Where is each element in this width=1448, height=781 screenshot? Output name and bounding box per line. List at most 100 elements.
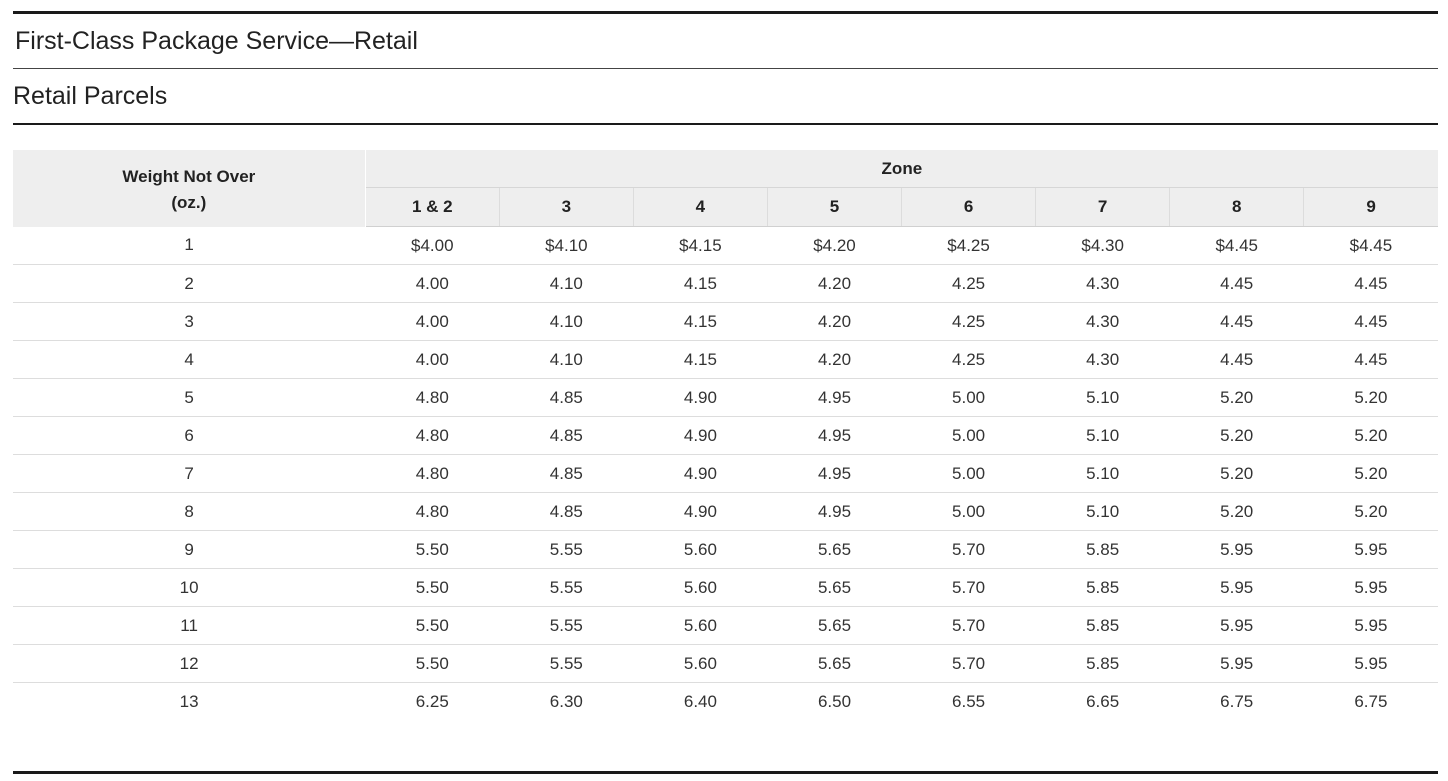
zone-header-cell: 1 & 2 bbox=[364, 187, 500, 227]
price-cell: 4.90 bbox=[633, 454, 768, 493]
weight-cell: 2 bbox=[13, 264, 366, 303]
zone-header-cell: 9 bbox=[1303, 187, 1438, 227]
price-cell: 5.85 bbox=[1035, 568, 1170, 607]
price-cell: 5.95 bbox=[1169, 530, 1304, 569]
weight-column-header: Weight Not Over (oz.) bbox=[13, 150, 366, 227]
price-cell: $4.25 bbox=[901, 226, 1036, 265]
table-row: 12 5.50 5.55 5.60 5.65 5.70 5.85 5.95 5.95 bbox=[13, 644, 1438, 683]
weight-cell: 4 bbox=[13, 340, 366, 379]
price-cell: 5.95 bbox=[1169, 606, 1304, 645]
price-cell: $4.15 bbox=[633, 226, 768, 265]
rate-table-body: 1 $4.00 $4.10 $4.15 $4.20 $4.25 $4.30 $4.45 $4.4… bbox=[13, 226, 1438, 721]
title-divider bbox=[13, 68, 1438, 69]
price-cell: 5.20 bbox=[1303, 416, 1438, 455]
price-cell: 4.00 bbox=[365, 340, 500, 379]
price-cell: 4.85 bbox=[499, 454, 634, 493]
table-row: 4 4.00 4.10 4.15 4.20 4.25 4.30 4.45 4.45 bbox=[13, 340, 1438, 379]
price-cell: 5.60 bbox=[633, 530, 768, 569]
price-cell: 5.55 bbox=[499, 644, 634, 683]
price-cell: 5.60 bbox=[633, 568, 768, 607]
price-cell: 5.60 bbox=[633, 644, 768, 683]
price-cell: 4.95 bbox=[767, 492, 902, 531]
price-cell: $4.00 bbox=[365, 226, 500, 265]
table-row: 6 4.80 4.85 4.90 4.95 5.00 5.10 5.20 5.20 bbox=[13, 416, 1438, 455]
table-row: 11 5.50 5.55 5.60 5.65 5.70 5.85 5.95 5.95 bbox=[13, 606, 1438, 645]
price-cell: 6.30 bbox=[549, 691, 583, 711]
price-cell: 5.70 bbox=[901, 606, 1036, 645]
weight-cell: 6 bbox=[13, 416, 366, 455]
price-cell: 5.00 bbox=[901, 416, 1036, 455]
price-cell: 6.65 bbox=[1086, 691, 1120, 711]
price-cell: 4.30 bbox=[1035, 340, 1170, 379]
price-cell: 4.20 bbox=[767, 340, 902, 379]
price-cell: 4.10 bbox=[499, 264, 634, 303]
price-cell: 4.45 bbox=[1169, 302, 1304, 341]
price-cell: 4.85 bbox=[499, 492, 634, 531]
price-cell: 5.50 bbox=[365, 606, 500, 645]
weight-cell: 3 bbox=[13, 302, 366, 341]
price-cell: 5.95 bbox=[1169, 644, 1304, 683]
price-cell: 5.70 bbox=[901, 644, 1036, 683]
price-cell: 4.20 bbox=[767, 264, 902, 303]
table-row: 7 4.80 4.85 4.90 4.95 5.00 5.10 5.20 5.20 bbox=[13, 454, 1438, 493]
weight-cell: 7 bbox=[13, 454, 366, 493]
weight-cell: 13 bbox=[179, 691, 199, 711]
weight-cell: 5 bbox=[13, 378, 366, 417]
subtitle-divider bbox=[13, 123, 1438, 125]
price-cell: 4.30 bbox=[1035, 302, 1170, 341]
price-cell: 5.70 bbox=[901, 530, 1036, 569]
price-cell: 5.95 bbox=[1303, 568, 1438, 607]
price-cell: 5.60 bbox=[633, 606, 768, 645]
price-cell: 4.90 bbox=[633, 416, 768, 455]
price-cell: 6.75 bbox=[1354, 691, 1388, 711]
price-cell: 5.95 bbox=[1303, 606, 1438, 645]
top-rule bbox=[13, 11, 1438, 14]
price-cell: 4.15 bbox=[633, 340, 768, 379]
price-cell: 5.20 bbox=[1169, 416, 1304, 455]
price-cell: 4.90 bbox=[633, 378, 768, 417]
price-cell: 5.20 bbox=[1303, 378, 1438, 417]
price-cell: 5.55 bbox=[499, 530, 634, 569]
price-cell: 4.45 bbox=[1303, 264, 1438, 303]
price-cell: 4.45 bbox=[1303, 340, 1438, 379]
price-cell: 4.00 bbox=[365, 302, 500, 341]
weight-header-line2: (oz.) bbox=[171, 193, 207, 213]
table-row: 10 5.50 5.55 5.60 5.65 5.70 5.85 5.95 5.95 bbox=[13, 568, 1438, 607]
price-cell: $4.45 bbox=[1303, 226, 1438, 265]
weight-cell: 10 bbox=[13, 568, 366, 607]
table-row: 2 4.00 4.10 4.15 4.20 4.25 4.30 4.45 4.45 bbox=[13, 264, 1438, 303]
price-cell: 4.95 bbox=[767, 454, 902, 493]
zone-header-cell: 6 bbox=[901, 187, 1036, 227]
price-cell: 5.95 bbox=[1303, 644, 1438, 683]
price-cell: 5.95 bbox=[1303, 530, 1438, 569]
price-cell: 5.20 bbox=[1169, 454, 1304, 493]
weight-cell: 11 bbox=[13, 606, 366, 645]
zone-header-cell: 7 bbox=[1035, 187, 1170, 227]
price-cell: $4.20 bbox=[767, 226, 902, 265]
price-cell: 4.80 bbox=[365, 378, 500, 417]
price-cell: 5.10 bbox=[1035, 492, 1170, 531]
weight-cell: 8 bbox=[13, 492, 366, 531]
price-cell: 5.70 bbox=[901, 568, 1036, 607]
table-row: 13 6.25 6.30 6.40 6.50 6.55 6.65 6.75 6.75 bbox=[13, 683, 1438, 721]
price-cell: 5.10 bbox=[1035, 378, 1170, 417]
price-cell: 5.50 bbox=[365, 530, 500, 569]
price-cell: 5.65 bbox=[767, 606, 902, 645]
price-cell: 6.50 bbox=[817, 691, 852, 711]
price-cell: 4.45 bbox=[1169, 340, 1304, 379]
price-cell: 6.75 bbox=[1220, 691, 1254, 711]
bottom-rule bbox=[13, 771, 1438, 774]
table-row: 8 4.80 4.85 4.90 4.95 5.00 5.10 5.20 5.20 bbox=[13, 492, 1438, 531]
price-cell: $4.45 bbox=[1169, 226, 1304, 265]
price-cell: 4.85 bbox=[499, 416, 634, 455]
weight-cell: 12 bbox=[13, 644, 366, 683]
weight-header-line1: Weight Not Over bbox=[122, 167, 256, 187]
price-cell: $4.30 bbox=[1035, 226, 1170, 265]
price-cell: 4.25 bbox=[901, 264, 1036, 303]
price-cell: 5.85 bbox=[1035, 606, 1170, 645]
price-cell: 5.65 bbox=[767, 644, 902, 683]
price-cell: 5.20 bbox=[1169, 378, 1304, 417]
price-cell: 5.85 bbox=[1035, 530, 1170, 569]
price-cell: 5.65 bbox=[767, 568, 902, 607]
